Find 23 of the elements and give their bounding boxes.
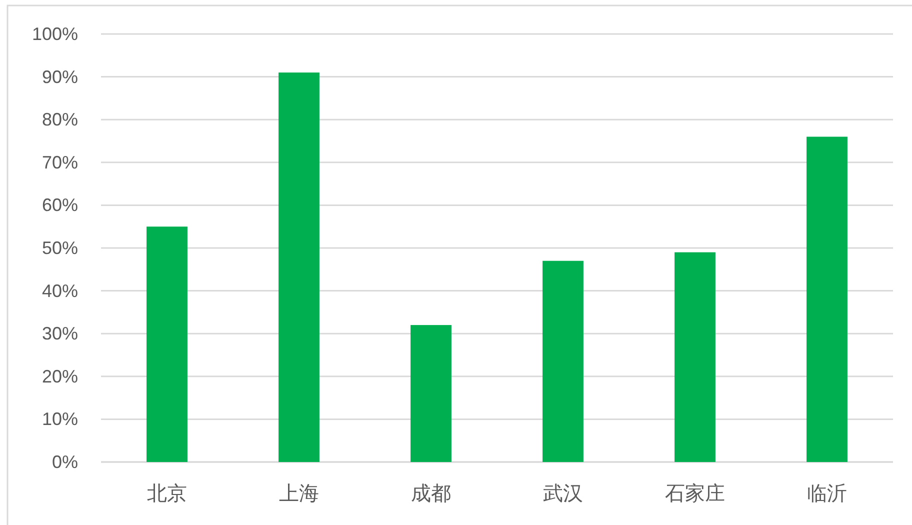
y-tick-label: 40% <box>42 280 78 301</box>
y-tick-label: 70% <box>42 152 78 172</box>
y-tick-label: 50% <box>42 238 78 258</box>
y-tick-label: 100% <box>32 24 78 44</box>
bar <box>542 260 584 462</box>
x-tick-label: 临沂 <box>807 483 847 505</box>
x-tick-label: 成都 <box>411 483 451 505</box>
y-tick-label: 10% <box>42 409 78 430</box>
x-tick-label: 石家庄 <box>665 483 725 505</box>
bar <box>410 325 452 462</box>
x-tick-label: 上海 <box>279 483 319 505</box>
y-tick-label: 30% <box>42 324 78 344</box>
bar <box>806 136 848 462</box>
y-tick-label: 0% <box>52 452 78 472</box>
bar <box>278 72 320 462</box>
bar <box>674 252 716 462</box>
x-tick-label: 北京 <box>147 483 187 505</box>
y-tick-label: 80% <box>42 110 78 130</box>
x-tick-label: 武汉 <box>543 483 583 505</box>
y-tick-label: 20% <box>42 366 78 386</box>
y-tick-label: 60% <box>42 195 78 216</box>
y-tick-label: 90% <box>42 66 78 87</box>
bar <box>146 226 188 462</box>
